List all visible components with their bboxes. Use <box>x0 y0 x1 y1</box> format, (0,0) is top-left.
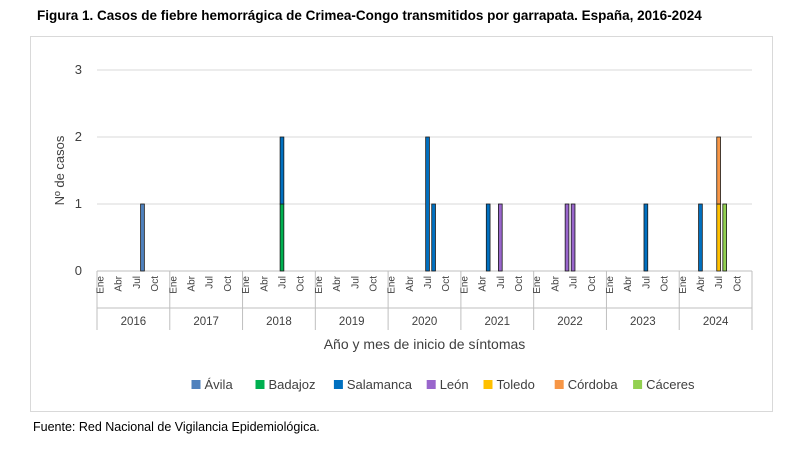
legend-label: Badajoz <box>269 377 316 392</box>
x-month-label: Abr <box>478 275 489 291</box>
bar-salamanca <box>643 203 649 272</box>
x-month-label: Oct <box>296 276 307 292</box>
bar-león <box>570 203 576 272</box>
x-year-label: 2022 <box>557 316 583 328</box>
bar-ávila <box>140 203 145 272</box>
x-month-label: Jul <box>350 276 361 289</box>
chart-frame <box>30 36 773 412</box>
legend-label: Salamanca <box>347 377 413 392</box>
x-month-label: Ene <box>168 276 179 294</box>
x-month-label: Ene <box>678 276 689 294</box>
x-month-label: Ene <box>314 276 325 294</box>
x-year-label: 2021 <box>484 316 510 328</box>
x-month-label: Oct <box>223 276 234 292</box>
x-month-label: Jul <box>423 276 434 289</box>
x-month-label: Ene <box>387 276 398 294</box>
bar-salamanca <box>279 136 285 205</box>
x-month-label: Oct <box>150 276 161 292</box>
x-month-label: Oct <box>660 276 671 292</box>
x-year-label: 2016 <box>121 316 147 328</box>
x-axis-label: Año y mes de inicio de síntomas <box>324 336 526 352</box>
legend-swatch <box>633 380 643 389</box>
x-month-label: Ene <box>605 276 616 294</box>
legend-swatch <box>483 380 493 389</box>
x-year-label: 2019 <box>339 316 365 328</box>
x-month-label: Oct <box>587 276 598 292</box>
legend-label: Ávila <box>205 377 234 392</box>
legend-swatch <box>554 380 564 389</box>
legend-label: León <box>440 377 469 392</box>
x-month-label: Ene <box>96 276 107 294</box>
x-month-label: Jul <box>277 276 288 289</box>
x-month-label: Oct <box>732 276 743 292</box>
x-month-label: Abr <box>623 275 634 291</box>
bar-cáceres <box>722 203 727 272</box>
bar-toledo <box>716 203 721 272</box>
x-year-label: 2023 <box>630 316 656 328</box>
source-note: Fuente: Red Nacional de Vigilancia Epide… <box>33 420 320 434</box>
legend-label: Córdoba <box>568 377 619 392</box>
x-month-label: Jul <box>641 276 652 289</box>
y-tick-label: 2 <box>75 129 82 144</box>
chart-title: Figura 1. Casos de fiebre hemorrágica de… <box>37 8 702 23</box>
x-month-label: Abr <box>187 275 198 291</box>
x-month-label: Oct <box>368 276 379 292</box>
x-year-label: 2017 <box>193 316 219 328</box>
bar-salamanca <box>698 203 703 272</box>
x-month-label: Abr <box>259 275 270 291</box>
x-month-label: Ene <box>532 276 543 294</box>
bar-león <box>564 203 570 272</box>
x-month-label: Oct <box>441 276 452 292</box>
y-tick-label: 0 <box>75 263 82 278</box>
x-month-label: Abr <box>550 275 561 291</box>
legend-swatch <box>191 380 201 389</box>
x-month-label: Abr <box>696 275 707 291</box>
y-tick-label: 3 <box>75 62 82 77</box>
bar-salamanca <box>431 203 436 272</box>
x-month-label: Ene <box>241 276 252 294</box>
bar-badajoz <box>279 203 285 272</box>
x-month-label: Jul <box>205 276 216 289</box>
x-month-label: Jul <box>132 276 143 289</box>
x-year-label: 2018 <box>266 316 292 328</box>
x-month-label: Abr <box>405 275 416 291</box>
legend-swatch <box>255 380 265 389</box>
bar-salamanca <box>425 136 430 272</box>
x-month-label: Abr <box>332 275 343 291</box>
legend-swatch <box>333 380 343 389</box>
y-tick-label: 1 <box>75 196 82 211</box>
x-month-label: Abr <box>114 275 125 291</box>
x-month-label: Jul <box>714 276 725 289</box>
bar-salamanca <box>485 203 491 272</box>
x-month-label: Oct <box>514 276 525 292</box>
legend-swatch <box>426 380 436 389</box>
x-year-label: 2020 <box>412 316 438 328</box>
x-month-label: Ene <box>459 276 470 294</box>
legend-label: Toledo <box>497 377 535 392</box>
chart: 0 1 2 3 Nº de casos Ene Abr Jul Oct 2016 Ene Abr Jul… <box>52 62 753 392</box>
bar-león <box>498 203 503 272</box>
y-axis-label: Nº de casos <box>52 135 67 205</box>
legend-label: Cáceres <box>646 377 695 392</box>
x-month-label: Jul <box>569 276 580 289</box>
x-year-label: 2024 <box>703 316 729 328</box>
x-month-label: Jul <box>496 276 507 289</box>
bar-córdoba <box>716 136 721 205</box>
